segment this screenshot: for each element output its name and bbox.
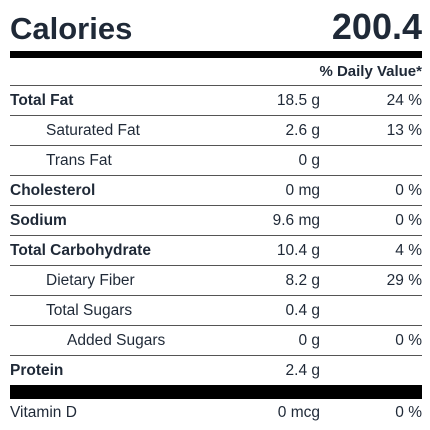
calories-label: Calories <box>10 11 133 46</box>
nutrient-daily-value: 29 % <box>386 271 422 289</box>
nutrient-row-added-sugars: Added Sugars 0 g 0 % <box>10 326 422 356</box>
nutrient-daily-value: 13 % <box>386 121 422 139</box>
nutrient-daily-value: 0 % <box>395 211 422 229</box>
nutrient-amount: 9.6 mg <box>272 211 320 229</box>
nutrient-name: Dietary Fiber <box>46 271 135 289</box>
nutrient-name: Saturated Fat <box>46 121 140 139</box>
nutrient-amount: 0 mg <box>285 181 320 199</box>
nutrient-row-protein: Protein 2.4 g <box>10 356 422 385</box>
nutrient-name: Trans Fat <box>46 151 112 169</box>
nutrient-row-sodium: Sodium 9.6 mg 0 % <box>10 206 422 236</box>
nutrient-row-cholesterol: Cholesterol 0 mg 0 % <box>10 176 422 206</box>
calories-header: Calories 200.4 <box>10 0 422 46</box>
nutrient-daily-value: 24 % <box>386 91 422 109</box>
nutrient-row-trans-fat: Trans Fat 0 g <box>10 146 422 176</box>
vitamin-row-vitamin-d: Vitamin D 0 mcg 0 % <box>10 399 422 426</box>
vitamin-amount: 0 mcg <box>277 403 320 421</box>
nutrient-name: Cholesterol <box>10 181 96 199</box>
nutrition-facts-panel: Calories 200.4 % Daily Value* Total Fat … <box>10 0 422 426</box>
daily-value-header: % Daily Value* <box>10 58 422 86</box>
vitamins-divider-bar <box>10 385 422 399</box>
nutrient-amount: 0 g <box>298 331 320 349</box>
nutrient-name: Sodium <box>10 211 67 229</box>
nutrient-amount: 8.2 g <box>285 271 320 289</box>
nutrient-daily-value: 4 % <box>395 241 422 259</box>
vitamin-daily-value: 0 % <box>395 403 422 421</box>
nutrient-amount: 0.4 g <box>285 301 320 319</box>
nutrient-row-total-fat: Total Fat 18.5 g 24 % <box>10 86 422 116</box>
nutrient-amount: 0 g <box>298 151 320 169</box>
nutrient-row-saturated-fat: Saturated Fat 2.6 g 13 % <box>10 116 422 146</box>
nutrient-name: Added Sugars <box>67 331 166 349</box>
top-divider-bar <box>10 51 422 58</box>
vitamin-name: Vitamin D <box>10 403 77 421</box>
nutrient-row-total-carbohydrate: Total Carbohydrate 10.4 g 4 % <box>10 236 422 266</box>
nutrient-name: Total Sugars <box>46 301 133 319</box>
nutrient-name: Total Fat <box>10 91 74 109</box>
nutrient-amount: 2.4 g <box>285 361 320 379</box>
nutrient-amount: 10.4 g <box>276 241 320 259</box>
nutrient-daily-value: 0 % <box>395 181 422 199</box>
nutrient-row-dietary-fiber: Dietary Fiber 8.2 g 29 % <box>10 266 422 296</box>
nutrient-daily-value: 0 % <box>395 331 422 349</box>
nutrient-name: Protein <box>10 361 64 379</box>
nutrient-amount: 18.5 g <box>276 91 320 109</box>
nutrient-name: Total Carbohydrate <box>10 241 151 259</box>
nutrient-amount: 2.6 g <box>285 121 320 139</box>
calories-value: 200.4 <box>331 6 422 47</box>
nutrient-row-total-sugars: Total Sugars 0.4 g <box>10 296 422 326</box>
